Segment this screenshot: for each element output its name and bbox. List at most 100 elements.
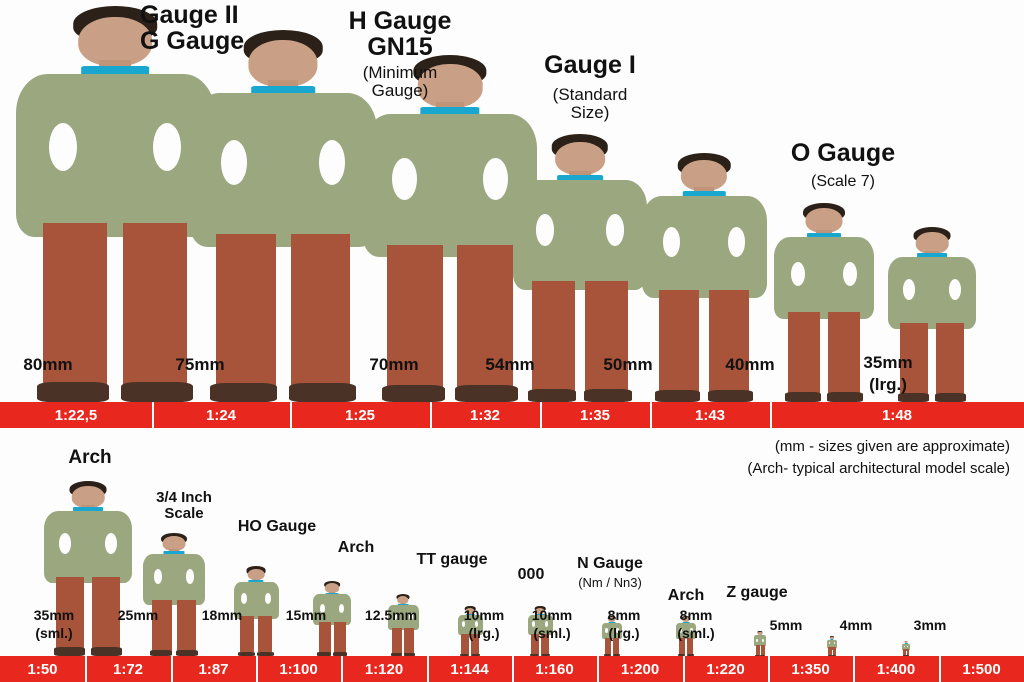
figure-leg-left [461,633,469,654]
figure-leg-gap [171,616,177,652]
mm-label-1-5: 50mm [603,355,653,374]
note-line-2: (Arch- typical architectural model scale… [747,460,1010,477]
figure-shoe-right [906,655,909,656]
figure-leg-left [391,628,402,654]
gauge-label-r2-1: Arch [68,447,112,468]
figure-row2-12 [902,641,910,656]
figure-shoe-right [333,652,347,656]
scale-bar-row2-separator [427,656,429,682]
figure-leg-gap [611,643,613,655]
figure-jacket-right [682,623,696,640]
figure-leg-left [755,644,760,655]
figure-shoe-right [403,652,416,656]
mm-label-1-1: 80mm [23,355,73,374]
figure-leg-right [760,644,765,655]
figure-head [757,631,763,635]
gauge-label-r2-7: N Gauge [577,555,643,572]
figure-armhole-right [833,642,836,645]
figure-leg-left [318,622,331,653]
figure-shoe-right [827,392,863,402]
scale-bar-row1-cell: 1:25 [344,406,376,424]
figure-row2-3 [233,566,279,656]
mm-label-2-3: 18mm [201,607,243,623]
gauge-label-6: O Gauge [790,139,896,167]
figure-leg-left [151,600,172,652]
figure-jacket-right [608,623,622,640]
figure-shoe-left [390,652,403,656]
mm-label-2-8: 8mm [607,607,641,623]
figure-armhole-right [152,123,181,172]
figure-head [162,535,186,552]
figure-shoe-left [210,383,278,402]
figure-leg-left [828,647,832,656]
figure-armhole-left [49,123,78,172]
figure-leg-gap [820,338,828,394]
scale-bar-row2-separator [171,656,173,682]
figure-shoe-right [175,649,199,656]
figure-row1-3 [362,53,538,402]
scale-bar-row2-cell: 1:120 [364,660,404,678]
figure-armhole-left [531,621,536,627]
figure-leg-right [935,322,964,395]
gauge-label-r2-2: 3/4 Inch Scale [156,489,212,522]
figure-leg-left [903,649,906,656]
figure-shoe-left [828,655,832,656]
figure-row1-1 [15,4,215,402]
figure-shoe-left [149,649,173,656]
scale-bar-row2-separator [853,656,855,682]
mm-label-1-3: 70mm [369,355,419,374]
figure-shoe-right [121,382,193,402]
mm-label-2-10: 5mm [769,617,803,633]
figure-head [830,636,834,640]
figure-row1-7 [888,226,976,402]
figure-jacket-left [827,639,834,648]
figure-leg-right [457,244,513,389]
mm-label-2-9: 8mm [679,607,713,623]
figure-leg-gap [443,290,457,389]
scale-bar-row1-cell: 1:35 [579,406,611,424]
figure-head [680,160,728,192]
figure-shoe-left [238,651,255,656]
note-line-1: (mm - sizes given are approximate) [774,438,1010,455]
figure-leg-right [709,289,749,392]
figure-leg-gap [275,282,291,388]
figure-head [805,208,843,234]
mm-label-1-2: 75mm [175,355,225,374]
figure-armhole-right [727,227,746,257]
gauge-label-1: Gauge II G Gauge [140,1,245,56]
gauge-label-4: Gauge I [544,51,636,79]
figure-armhole-right [843,262,857,286]
mm-label-2-6: 10mm [463,607,505,623]
figure-leg-gap [254,627,258,653]
figure-shoe-left [678,654,686,656]
mm-label-2-8b: (lrg.) [608,625,640,641]
scale-bar-row1-separator [430,402,432,428]
scale-bar-row2-separator [85,656,87,682]
figure-leg-left [56,576,85,649]
scale-bar-row2-separator [683,656,685,682]
figure-leg-left [215,233,276,388]
figure-leg-left [604,638,612,655]
figure-leg-right [686,638,694,655]
mm-label-2-6b: (lrg.) [468,625,500,641]
scale-bar-row1-separator [770,402,772,428]
figure-armhole-left [535,213,555,246]
figure-row2-7 [527,606,553,656]
figure-leg-gap [574,315,586,392]
figure-leg-right [471,633,479,654]
mm-label-2-11: 4mm [839,617,873,633]
figure-armhole-left [58,532,72,554]
figure-row2-2 [143,532,205,656]
figure-armhole-right [185,569,195,585]
figure-jacket-right [684,195,767,299]
figure-shoe-right [760,654,765,656]
scale-bar-row2-separator [341,656,343,682]
mm-label-2-9b: (sml.) [677,625,715,641]
figure-leg-left [531,633,539,654]
figure-armhole-right [907,645,909,648]
figure-jacket-right [73,510,132,583]
figure-leg-gap [401,636,405,654]
figure-row2-9 [676,616,696,656]
figure-leg-right [906,649,909,656]
